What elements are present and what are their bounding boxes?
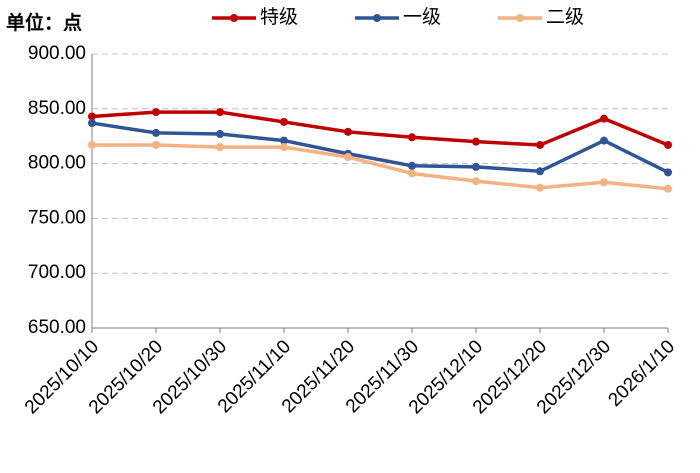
point <box>408 169 416 178</box>
point <box>88 119 96 128</box>
point <box>664 168 672 177</box>
point <box>472 162 480 171</box>
legend-label: 一级 <box>403 6 441 28</box>
series-line <box>91 110 669 147</box>
point <box>216 108 224 117</box>
y-tick-label: 650.00 <box>28 317 86 338</box>
y-tick-label: 900.00 <box>28 43 86 64</box>
y-tick-label: 700.00 <box>28 262 86 283</box>
legend-label: 特级 <box>260 6 298 28</box>
point <box>344 127 352 136</box>
point <box>408 133 416 142</box>
point <box>664 184 672 193</box>
point <box>408 161 416 170</box>
point <box>280 136 288 145</box>
point <box>88 112 96 121</box>
legend-marker <box>516 14 524 22</box>
series-line <box>92 143 669 191</box>
series-line <box>91 121 669 174</box>
point <box>280 143 288 152</box>
legend-marker <box>230 14 238 22</box>
point <box>152 108 160 117</box>
legend-marker <box>373 14 381 22</box>
point <box>216 143 224 152</box>
y-tick-label: 850.00 <box>28 98 86 119</box>
y-tick-label: 750.00 <box>28 207 86 228</box>
point <box>600 178 608 187</box>
point <box>152 128 160 137</box>
point <box>664 140 672 149</box>
point <box>152 140 160 149</box>
point <box>344 153 352 162</box>
point <box>536 167 544 176</box>
point <box>536 183 544 192</box>
x-tick-label: 2026/1/10 <box>604 336 679 411</box>
point <box>88 140 96 149</box>
point <box>472 137 480 146</box>
point <box>216 130 224 139</box>
point <box>536 140 544 149</box>
unit-label: 单位：点 <box>6 11 82 34</box>
point <box>472 177 480 186</box>
point <box>600 136 608 145</box>
y-tick-label: 800.00 <box>28 153 86 174</box>
point <box>280 117 288 126</box>
legend-label: 二级 <box>546 6 584 28</box>
point <box>600 114 608 123</box>
